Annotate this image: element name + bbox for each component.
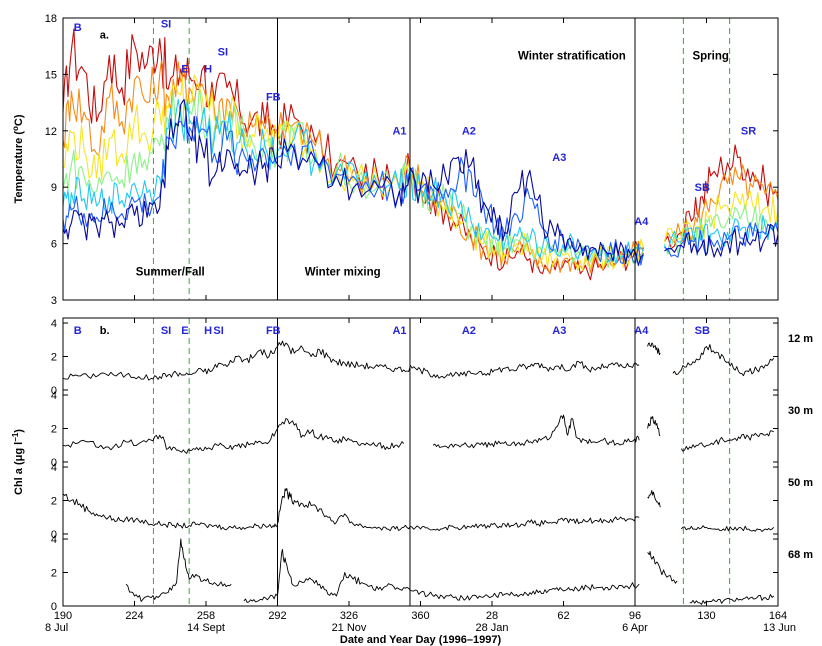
panel-b-ytick-label: 0	[51, 385, 57, 397]
period-label: Winter stratification	[518, 50, 626, 62]
xaxis-label: Date and Year Day (1996–1997)	[340, 634, 502, 646]
event-label: SI	[213, 325, 223, 337]
panel-a-background	[63, 18, 778, 300]
depth-label: 30 m	[788, 405, 813, 417]
event-label: A1	[392, 126, 406, 138]
date-tick-label: 13 Jun	[763, 622, 796, 634]
event-label: A1	[392, 325, 406, 337]
panel-b-ytick-label: 4	[51, 390, 57, 402]
event-label: H	[204, 325, 212, 337]
event-label: FB	[266, 325, 281, 337]
temperature-series-2	[62, 74, 779, 272]
temperature-series-5	[62, 115, 779, 266]
panel-a-label: a.	[100, 30, 109, 42]
depth-label: 50 m	[788, 477, 813, 489]
chl-series-3	[125, 538, 775, 605]
event-label: A2	[462, 126, 476, 138]
panel-b-ylabel-base: Chl a (μg l	[13, 442, 25, 495]
event-label: A3	[552, 152, 566, 164]
event-label: B	[74, 22, 82, 34]
panel-a-ylabel-end: C)	[13, 114, 25, 126]
panel-b-label: b.	[100, 325, 110, 337]
panel-a-ytick-label: 15	[45, 69, 57, 81]
xtick-label: 224	[125, 610, 143, 622]
period-label: Spring	[692, 50, 728, 62]
date-tick-label: 14 Sept	[187, 622, 225, 634]
panel-b-ylabel-end: )	[13, 429, 25, 433]
event-label: B	[74, 325, 82, 337]
period-label: Summer/Fall	[136, 267, 205, 279]
panel-a-ytick-label: 18	[45, 13, 57, 25]
panel-a-ytick-label: 3	[51, 295, 57, 307]
event-label: SB	[695, 325, 710, 337]
panel-b-ytick-label: 0	[51, 601, 57, 613]
temperature-series-1	[62, 60, 779, 275]
date-tick-label: 6 Apr	[622, 622, 648, 634]
panel-b-chlorophyll: 0 2 4 12 m 0 2 4 30 m 0 2 4 50 m 0 2 4 68 m Chl a (μg l−…	[11, 317, 813, 613]
event-label: A2	[462, 325, 476, 337]
period-label: Winter mixing	[305, 267, 381, 279]
panel-b-ytick-label: 2	[51, 424, 57, 436]
panel-a-ylabel-base: Temperature (	[13, 131, 25, 204]
event-label: SI	[218, 47, 228, 59]
panel-b-ytick-label: 2	[51, 352, 57, 364]
panel-b-ylabel-sup: −1	[11, 432, 20, 442]
panel-b-ytick-label: 4	[51, 318, 57, 330]
panel-b-ytick-label: 0	[51, 457, 57, 469]
event-label: SR	[741, 126, 756, 138]
event-label: A3	[552, 325, 566, 337]
panel-a-ylabel-sup: o	[11, 126, 20, 131]
event-label: A4	[634, 325, 649, 337]
panel-b-ytick-label: 4	[51, 462, 57, 474]
temperature-series-4	[62, 98, 779, 265]
panel-a-ytick-label: 12	[45, 126, 57, 138]
event-label: E	[181, 325, 188, 337]
event-label: E	[181, 64, 188, 76]
depth-label: 68 m	[788, 549, 813, 561]
panel-a-ytick-label: 9	[51, 182, 57, 194]
panel-b-ylabel: Chl a (μg l−1)	[11, 429, 25, 495]
xtick-label: 190	[54, 610, 72, 622]
chl-series-0	[62, 340, 775, 381]
xtick-label: 28	[486, 610, 498, 622]
xtick-label: 292	[268, 610, 286, 622]
date-tick-label: 28 Jan	[475, 622, 508, 634]
panel-b-ytick-label: 2	[51, 496, 57, 508]
temperature-series-6	[62, 99, 779, 266]
event-label: SI	[161, 18, 171, 30]
xtick-label: 258	[197, 610, 215, 622]
event-label: H	[204, 64, 212, 76]
event-label: A4	[634, 216, 649, 228]
event-label: FB	[266, 92, 281, 104]
panel-b-ytick-label: 4	[51, 534, 57, 546]
xtick-label: 96	[629, 610, 641, 622]
date-tick-label: 8 Jul	[45, 622, 68, 634]
xtick-label: 130	[697, 610, 715, 622]
depth-label: 12 m	[788, 333, 813, 345]
chl-series-1	[62, 414, 775, 454]
panel-a-ylabel: Temperature (oC)	[11, 114, 25, 203]
panel-b-ytick-label: 0	[51, 529, 57, 541]
xtick-label: 164	[769, 610, 787, 622]
xtick-label: 326	[340, 610, 358, 622]
xtick-label: 360	[411, 610, 429, 622]
panel-b-ytick-label: 2	[51, 568, 57, 580]
chl-series-2	[62, 487, 775, 532]
panel-b-background	[63, 318, 778, 606]
event-label: SI	[161, 325, 171, 337]
event-label: SB	[695, 182, 710, 194]
panel-a-temperature: 3 6 9 12 15 18 Temperature (oC) a. Summer/Fall Wi…	[11, 13, 779, 307]
panel-a-ytick-label: 6	[51, 239, 57, 251]
xtick-label: 62	[557, 610, 569, 622]
date-tick-label: 21 Nov	[332, 622, 367, 634]
